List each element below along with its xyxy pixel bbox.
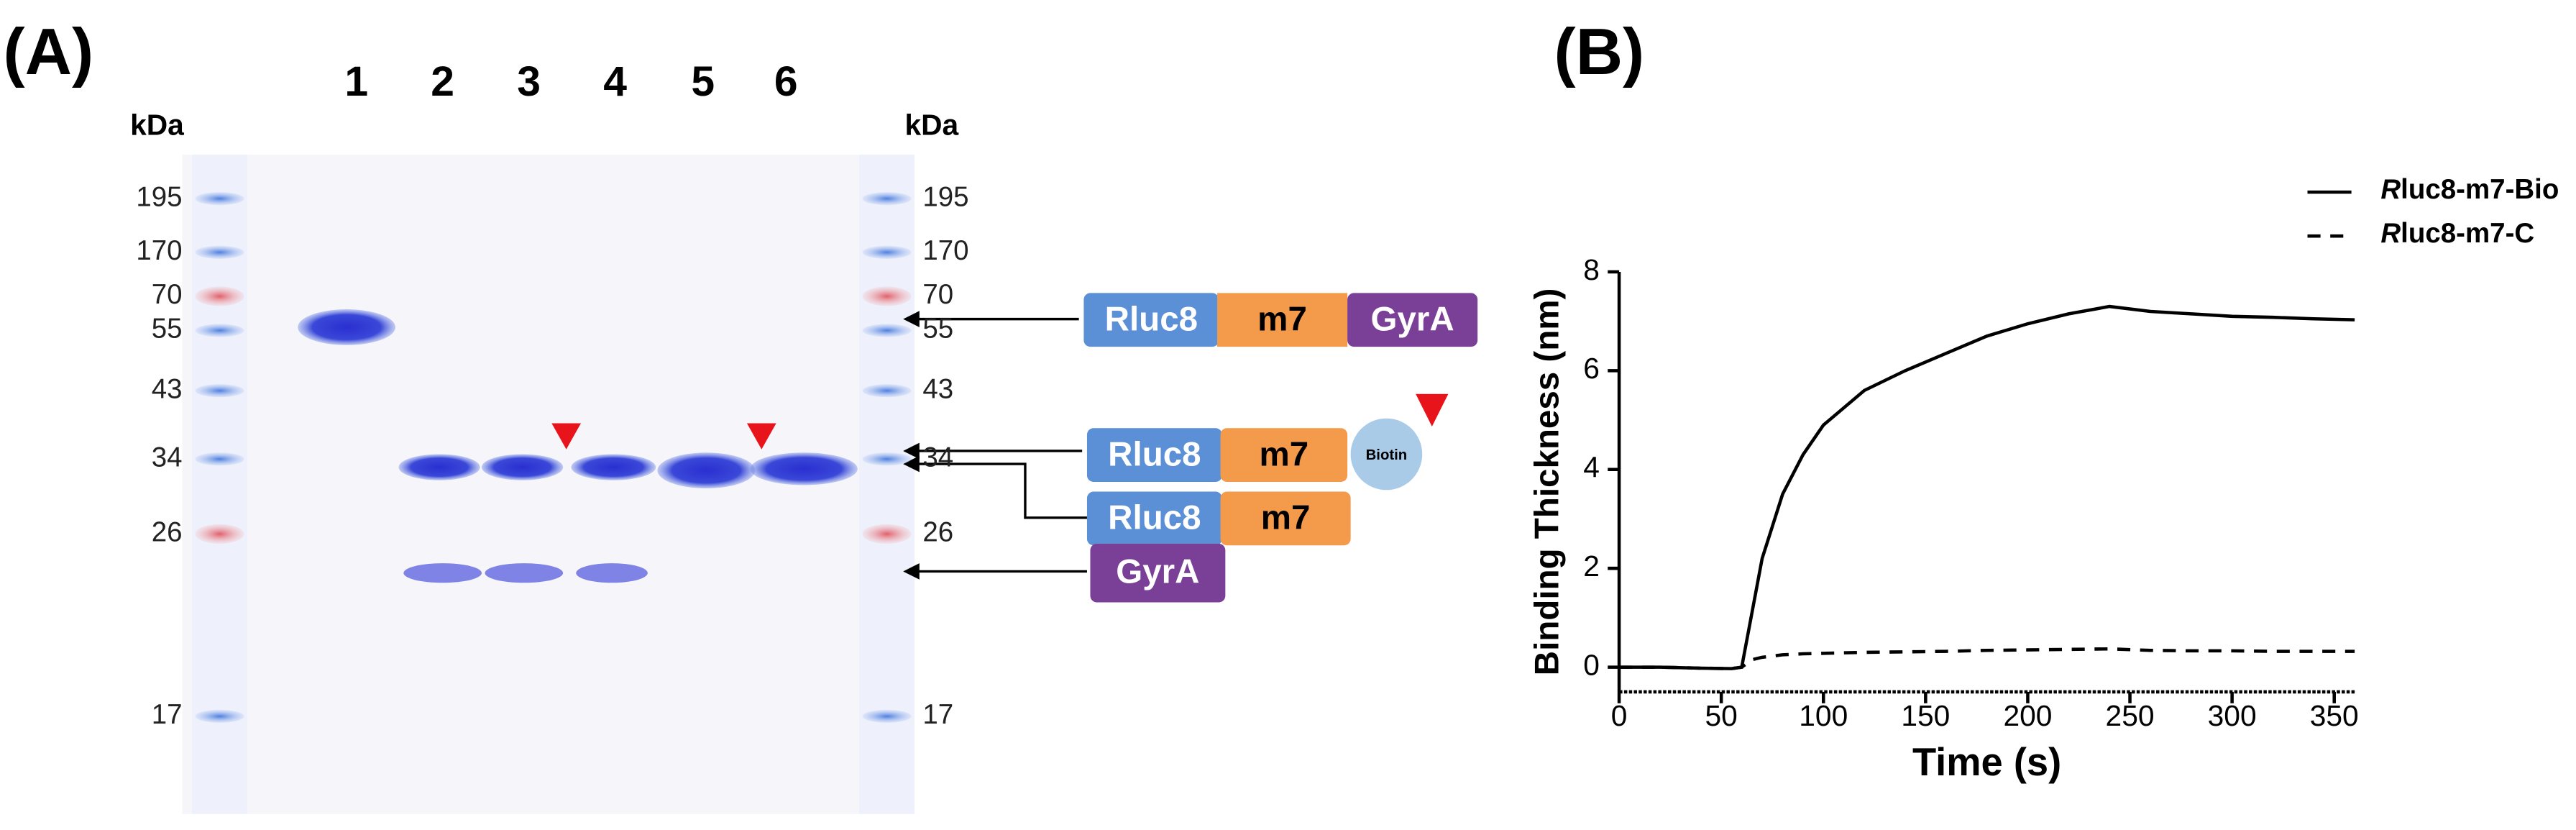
marker-band xyxy=(195,709,244,723)
band xyxy=(398,454,480,480)
lane-label: 1 xyxy=(344,58,368,105)
rluc8-box: Rluc8 xyxy=(1086,428,1222,482)
marker-label: 17 xyxy=(152,699,183,730)
lane-label: 6 xyxy=(774,58,798,105)
band xyxy=(481,454,564,480)
kda-label: kDa xyxy=(130,108,184,141)
band xyxy=(576,563,648,583)
marker-lane xyxy=(859,155,915,814)
marker-label: 34 xyxy=(152,442,183,473)
biotin-label: Biotin xyxy=(1366,447,1408,463)
marker-band xyxy=(195,384,244,398)
marker-band xyxy=(862,245,912,259)
marker-label: 195 xyxy=(136,181,182,212)
y-tick-label: 4 xyxy=(1583,451,1600,484)
arrowhead xyxy=(551,423,582,450)
lane-label: 2 xyxy=(431,58,454,105)
series-line xyxy=(1619,647,2355,670)
marker-label: 26 xyxy=(922,517,953,548)
m7-box: m7 xyxy=(1220,428,1348,482)
m7-box: m7 xyxy=(1220,491,1351,546)
marker-label: 34 xyxy=(922,442,953,473)
marker-label: 70 xyxy=(152,279,183,310)
band xyxy=(657,452,756,489)
arrowhead xyxy=(746,423,776,450)
legend-entry: Rluc8-m7-C xyxy=(2380,218,2535,250)
band xyxy=(298,309,396,345)
marker-label: 55 xyxy=(152,314,183,345)
gyra-box: GyrA xyxy=(1347,293,1478,347)
arrows xyxy=(915,317,1087,573)
marker-band xyxy=(195,452,244,466)
x-axis-title: Time (s) xyxy=(1912,740,2061,784)
biotin xyxy=(1350,418,1423,491)
marker-band xyxy=(195,524,244,544)
x-tick-label: 0 xyxy=(1611,699,1628,732)
rluc8-box: Rluc8 xyxy=(1086,491,1222,546)
marker-band xyxy=(862,324,912,337)
legend-entry: Rluc8-m7-Bio xyxy=(2380,174,2559,206)
marker-label: 55 xyxy=(922,314,953,345)
marker-band xyxy=(862,452,912,466)
panel-label: (B) xyxy=(1554,16,1645,88)
marker-label: 70 xyxy=(922,279,953,310)
gyra-box: GyrA xyxy=(1090,543,1226,603)
marker-band xyxy=(862,384,912,398)
panel-label: (A) xyxy=(4,16,94,88)
arrowhead xyxy=(1416,393,1449,427)
marker-band xyxy=(862,192,912,206)
y-tick-label: 8 xyxy=(1583,253,1600,286)
y-tick-label: 6 xyxy=(1583,352,1600,385)
marker-label: 43 xyxy=(922,373,953,404)
x-tick-label: 100 xyxy=(1799,699,1848,732)
rluc8-box: Rluc8 xyxy=(1083,293,1219,347)
y-tick-label: 0 xyxy=(1583,648,1600,681)
series-line xyxy=(1619,304,2355,670)
arrow-heads xyxy=(903,311,920,580)
lane-label: 3 xyxy=(517,58,541,105)
band xyxy=(403,563,482,583)
x-tick-label: 350 xyxy=(2310,699,2359,732)
x-tick-label: 250 xyxy=(2106,699,2155,732)
sample-bands xyxy=(298,309,858,583)
marker-band xyxy=(195,192,244,206)
marker-band xyxy=(862,524,912,544)
m7-box: m7 xyxy=(1217,293,1348,347)
band xyxy=(485,563,564,583)
marker-label: 170 xyxy=(136,235,182,266)
lane-label: 4 xyxy=(603,58,627,105)
marker-label: 170 xyxy=(922,235,968,266)
x-tick-label: 50 xyxy=(1705,699,1738,732)
marker-band xyxy=(195,245,244,259)
band xyxy=(750,452,858,485)
kda-label: kDa xyxy=(904,108,958,141)
marker-label: 195 xyxy=(922,181,968,212)
marker-lane xyxy=(192,155,248,814)
marker-band xyxy=(862,286,912,306)
marker-label: 43 xyxy=(152,373,183,404)
y-axis-title: Binding Thickness (nm) xyxy=(1528,288,1566,676)
x-tick-label: 150 xyxy=(1901,699,1950,732)
marker-band xyxy=(195,286,244,306)
marker-label: 26 xyxy=(152,517,183,548)
y-tick-label: 2 xyxy=(1583,549,1600,583)
marker-label: 17 xyxy=(922,699,953,730)
marker-band xyxy=(862,709,912,723)
lane-label: 5 xyxy=(691,58,715,105)
marker-band xyxy=(195,324,244,337)
x-tick-label: 200 xyxy=(2003,699,2052,732)
x-tick-label: 300 xyxy=(2208,699,2257,732)
band xyxy=(571,454,656,480)
